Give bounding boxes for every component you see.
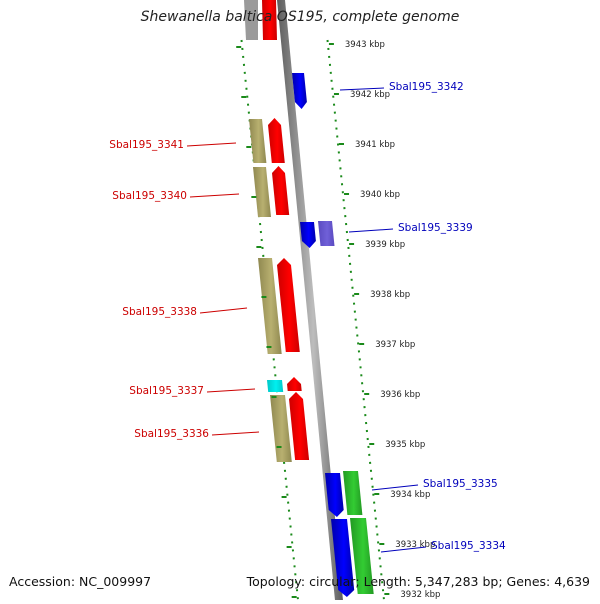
gene-sbal195-3341-shape (268, 118, 285, 163)
right-track-boundary (326, 39, 385, 601)
gene-sbal195-3339-shape (300, 222, 316, 248)
partial-gene-red (262, 0, 277, 40)
genome-backbone (277, 0, 343, 600)
gene-label-sbal195-3335: Sbal195_3335 (423, 478, 498, 490)
scale-tick-label: 3939 kbp (365, 240, 405, 250)
scale-tick-label: 3941 kbp (355, 140, 395, 150)
scale-tick-label: 3936 kbp (380, 390, 420, 400)
gene-sbal195-3337-cyan (267, 380, 284, 392)
gene-label-sbal195-3341: Sbal195_3341 (109, 139, 184, 151)
partial-gene-grey (244, 0, 258, 40)
gene-sbal195-3337-shape (287, 377, 302, 391)
gene-sbal195-3338-shape (277, 258, 300, 352)
topology-text: Topology: circular; Length: 5,347,283 bp… (246, 574, 590, 589)
gene-sbal195-3334-green (350, 518, 374, 594)
gene-sbal195-3339-slate (318, 221, 335, 246)
leader-line-sbal195-3341 (186, 142, 237, 147)
gene-sbal195-3338-tan (258, 258, 282, 354)
scale-tick-label: 3937 kbp (375, 340, 415, 350)
leader-line-sbal195-3342 (339, 87, 385, 91)
leader-line-sbal195-3339 (348, 228, 394, 233)
gene-sbal195-3336-tan (270, 395, 292, 462)
gene-sbal195-3335-green (343, 471, 363, 515)
scale-tick-label: 3940 kbp (360, 190, 400, 200)
gene-sbal195-3335-shape (325, 473, 344, 517)
gene-label-sbal195-3336: Sbal195_3336 (134, 428, 209, 440)
leader-line-sbal195-3336 (211, 431, 260, 436)
gene-label-sbal195-3337: Sbal195_3337 (129, 385, 204, 397)
scale-tick-label: 3933 kbp (395, 540, 435, 550)
gene-label-sbal195-3338: Sbal195_3338 (122, 306, 197, 318)
gene-features (244, 0, 374, 597)
scale-tick-label: 3932 kbp (400, 590, 440, 600)
leader-line-sbal195-3337 (206, 388, 256, 393)
scale-tick-label: 3935 kbp (385, 440, 425, 450)
gene-sbal195-3340-shape (272, 166, 290, 215)
gene-label-sbal195-3340: Sbal195_3340 (112, 190, 187, 202)
map-title: Shewanella baltica OS195, complete genom… (140, 9, 460, 25)
gene-sbal195-3341-tan (249, 119, 267, 163)
gene-sbal195-3334-shape (331, 519, 355, 597)
gene-sbal195-3340-tan (253, 167, 271, 217)
gene-label-sbal195-3334: Sbal195_3334 (431, 540, 506, 552)
backbone-line (277, 0, 343, 600)
gene-labels: Sbal195_3342 Sbal195_3341 Sbal195_3340 Sbal… (109, 81, 506, 553)
scale-tick-label: 3938 kbp (370, 290, 410, 300)
leader-line-sbal195-3340 (189, 193, 240, 198)
gene-sbal195-3342-shape (292, 73, 307, 109)
accession-text: Accession: NC_009997 (9, 574, 152, 589)
gene-label-sbal195-3342: Sbal195_3342 (389, 81, 464, 93)
leader-line-sbal195-3334 (380, 546, 427, 553)
scale-tick-label: 3943 kbp (345, 40, 385, 50)
scale-ticks: 3943 kbp 3942 kbp 3941 kbp 3940 kbp 3939 kbp… (236, 40, 440, 600)
gene-label-sbal195-3339: Sbal195_3339 (398, 222, 473, 234)
gene-sbal195-3336-shape (289, 392, 310, 460)
scale-tick-label: 3942 kbp (350, 90, 390, 100)
leader-line-sbal195-3338 (199, 307, 248, 314)
scale-tick-label: 3934 kbp (390, 490, 430, 500)
leader-line-sbal195-3335 (371, 484, 419, 491)
